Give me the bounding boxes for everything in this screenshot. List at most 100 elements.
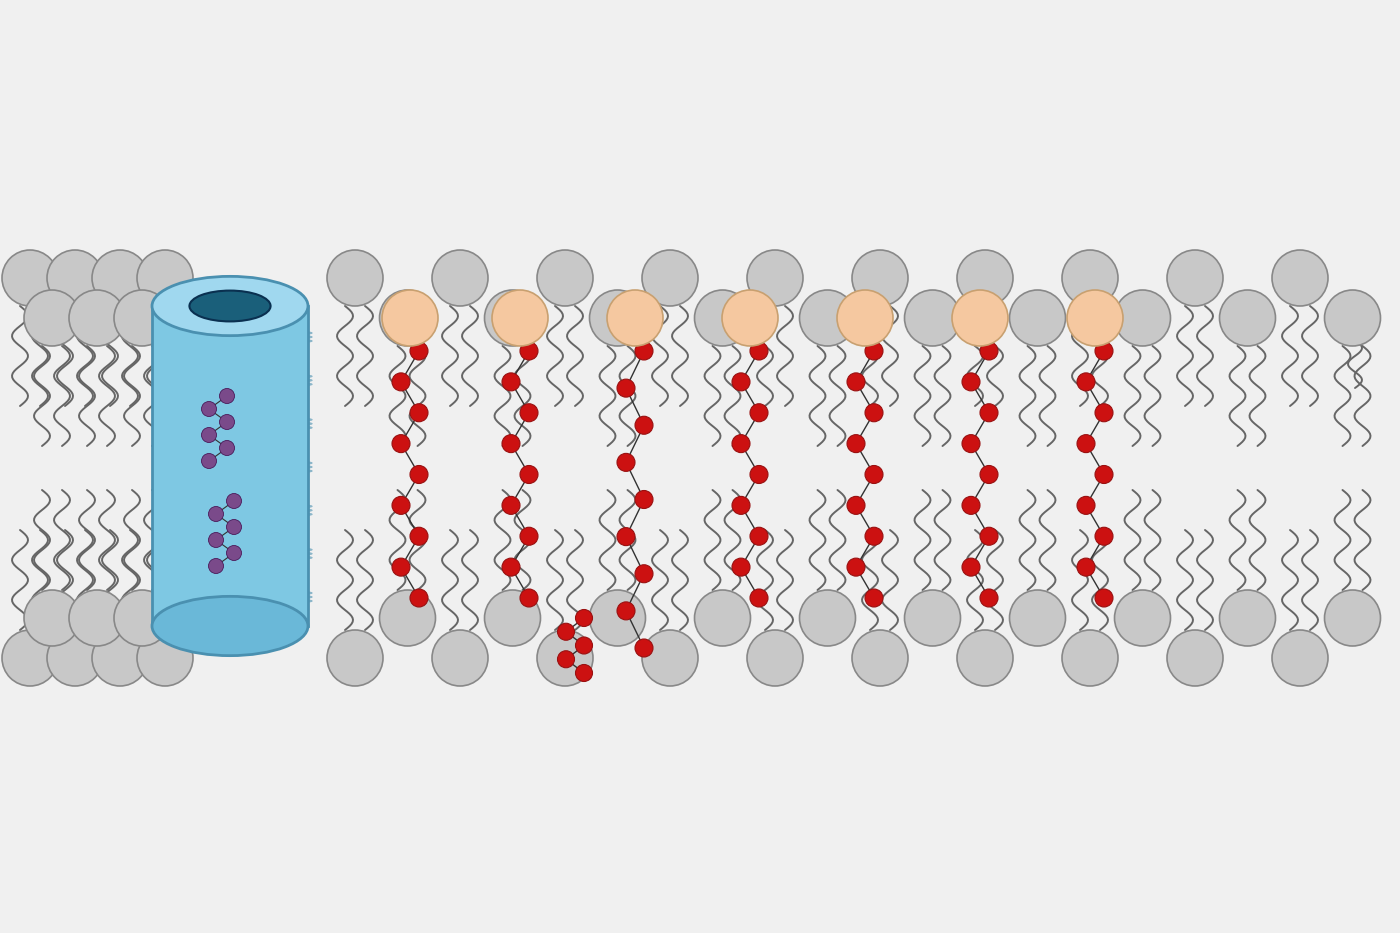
Circle shape: [1095, 527, 1113, 545]
Circle shape: [69, 290, 125, 346]
Circle shape: [503, 558, 519, 576]
Circle shape: [379, 590, 435, 646]
Circle shape: [853, 630, 909, 686]
Circle shape: [694, 590, 750, 646]
Circle shape: [1219, 590, 1275, 646]
Circle shape: [92, 250, 148, 306]
Circle shape: [750, 589, 769, 607]
Circle shape: [24, 290, 80, 346]
Ellipse shape: [189, 290, 270, 321]
Circle shape: [750, 527, 769, 545]
Circle shape: [732, 373, 750, 391]
Circle shape: [328, 630, 384, 686]
Circle shape: [557, 650, 574, 668]
Circle shape: [519, 404, 538, 422]
Circle shape: [503, 435, 519, 453]
Circle shape: [636, 416, 652, 434]
Circle shape: [1095, 404, 1113, 422]
Circle shape: [484, 290, 540, 346]
Circle shape: [847, 435, 865, 453]
Circle shape: [1219, 290, 1275, 346]
Circle shape: [503, 496, 519, 514]
Circle shape: [519, 589, 538, 607]
Circle shape: [1095, 589, 1113, 607]
Circle shape: [980, 527, 998, 545]
Circle shape: [853, 250, 909, 306]
Circle shape: [1114, 590, 1170, 646]
Circle shape: [519, 342, 538, 360]
Circle shape: [865, 589, 883, 607]
Circle shape: [865, 527, 883, 545]
Circle shape: [732, 496, 750, 514]
Ellipse shape: [153, 596, 308, 656]
Circle shape: [732, 558, 750, 576]
Ellipse shape: [153, 276, 308, 336]
Circle shape: [410, 527, 428, 545]
Circle shape: [1324, 290, 1380, 346]
Circle shape: [24, 590, 80, 646]
Circle shape: [220, 414, 234, 429]
Circle shape: [750, 404, 769, 422]
Circle shape: [643, 250, 699, 306]
Circle shape: [847, 558, 865, 576]
Circle shape: [227, 546, 241, 561]
Circle shape: [113, 290, 169, 346]
Circle shape: [636, 564, 652, 583]
Circle shape: [1063, 630, 1119, 686]
Circle shape: [519, 466, 538, 483]
Circle shape: [557, 623, 574, 640]
Circle shape: [980, 466, 998, 483]
Circle shape: [227, 494, 241, 508]
Circle shape: [748, 250, 804, 306]
Circle shape: [952, 290, 1008, 346]
Circle shape: [958, 250, 1014, 306]
Circle shape: [837, 290, 893, 346]
Circle shape: [209, 559, 224, 574]
Circle shape: [980, 342, 998, 360]
Circle shape: [643, 630, 699, 686]
Circle shape: [617, 453, 636, 471]
FancyBboxPatch shape: [153, 306, 308, 626]
Circle shape: [69, 590, 125, 646]
Circle shape: [1324, 590, 1380, 646]
Circle shape: [1273, 630, 1329, 686]
Circle shape: [433, 630, 489, 686]
Circle shape: [392, 558, 410, 576]
Circle shape: [410, 404, 428, 422]
Circle shape: [958, 630, 1014, 686]
Circle shape: [636, 342, 652, 360]
Circle shape: [1077, 435, 1095, 453]
Circle shape: [484, 590, 540, 646]
Circle shape: [617, 528, 636, 546]
Circle shape: [617, 379, 636, 397]
Circle shape: [1077, 496, 1095, 514]
Circle shape: [92, 630, 148, 686]
Circle shape: [1095, 342, 1113, 360]
Circle shape: [202, 453, 217, 468]
Circle shape: [392, 496, 410, 514]
Circle shape: [636, 491, 652, 508]
Circle shape: [608, 290, 664, 346]
Circle shape: [382, 290, 438, 346]
Circle shape: [847, 496, 865, 514]
Circle shape: [220, 388, 234, 403]
Circle shape: [589, 290, 645, 346]
Circle shape: [847, 373, 865, 391]
Circle shape: [202, 401, 217, 416]
Circle shape: [1095, 466, 1113, 483]
Circle shape: [962, 373, 980, 391]
Circle shape: [137, 250, 193, 306]
Circle shape: [799, 590, 855, 646]
Circle shape: [209, 533, 224, 548]
Circle shape: [1168, 250, 1224, 306]
Circle shape: [904, 290, 960, 346]
Circle shape: [1, 630, 57, 686]
Circle shape: [48, 250, 104, 306]
Circle shape: [962, 496, 980, 514]
Circle shape: [962, 435, 980, 453]
Circle shape: [575, 637, 592, 654]
Circle shape: [220, 440, 234, 455]
Circle shape: [904, 590, 960, 646]
Circle shape: [865, 342, 883, 360]
Circle shape: [1009, 590, 1065, 646]
